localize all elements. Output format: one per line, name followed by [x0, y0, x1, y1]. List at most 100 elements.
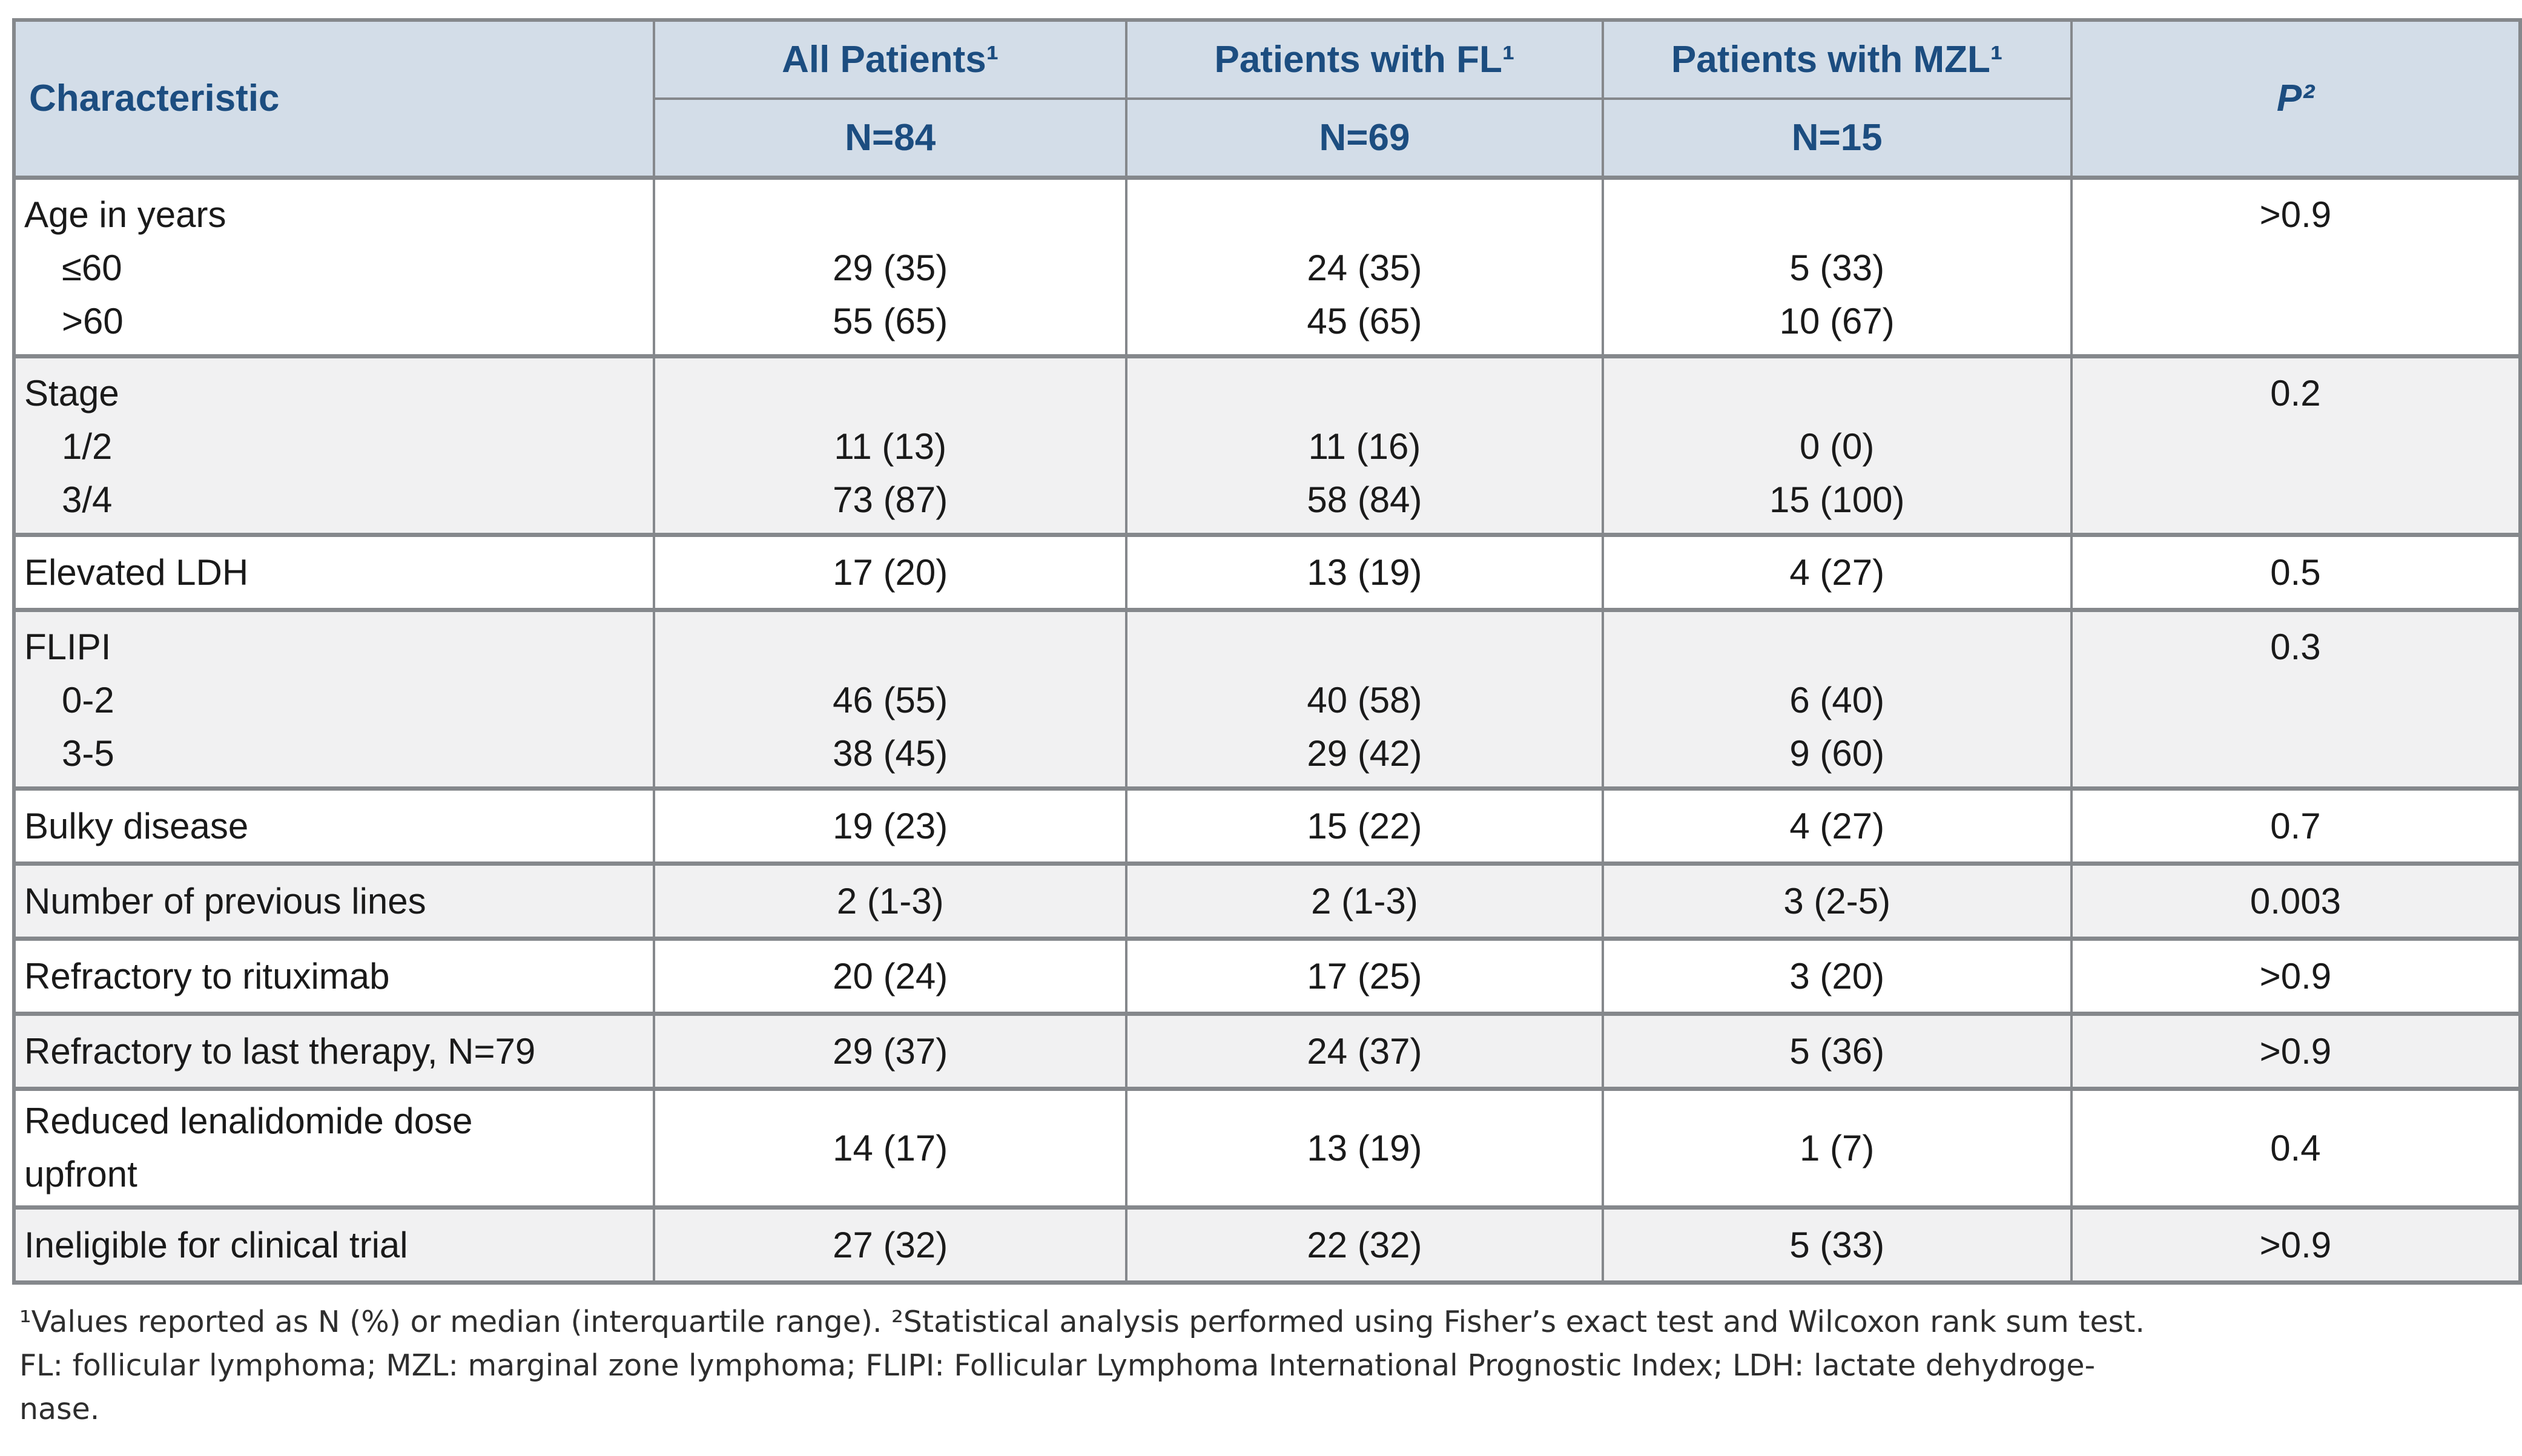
- row-label: Stage: [24, 372, 119, 413]
- table-row: Refractory to last therapy, N=79 29 (37) 2…: [12, 1013, 2522, 1089]
- value: 29 (35): [833, 247, 948, 288]
- table-row: Bulky disease 19 (23) 15 (22) 4 (27) 0.7: [12, 788, 2522, 863]
- value: 24 (35): [1307, 247, 1422, 288]
- column-header-all-patients: All Patients¹: [653, 20, 1128, 99]
- value-cell-fl: 17 (25): [1125, 938, 1604, 1013]
- row-label: FLIPI: [24, 626, 111, 667]
- value-cell-mzl: 5 (33) 10 (67): [1601, 177, 2073, 356]
- row-label-cell: FLIPI 0-2 3-5: [12, 610, 656, 788]
- row-sublabel: >60: [62, 300, 124, 341]
- p-value: 0.2: [2270, 372, 2321, 413]
- value: 0 (0): [1800, 426, 1875, 467]
- column-header-p-value: P²: [2070, 20, 2522, 177]
- p-value: 0.3: [2270, 626, 2321, 667]
- value: 15 (100): [1769, 479, 1905, 520]
- value-spacer: [1129, 188, 1600, 242]
- column-subheader-n-fl: N=69: [1125, 97, 1604, 177]
- value-cell-mzl: 4 (27): [1601, 535, 2073, 610]
- p-value-cell: 0.7: [2070, 788, 2522, 863]
- value-cell-mzl: 6 (40) 9 (60): [1601, 610, 2073, 788]
- value-cell-all: 19 (23): [653, 788, 1128, 863]
- value-spacer: [656, 188, 1124, 242]
- row-sublabel: ≤60: [62, 247, 122, 288]
- value-cell-mzl: 4 (27): [1601, 788, 2073, 863]
- p-value: >0.9: [2259, 194, 2332, 235]
- p-value-cell: >0.9: [2070, 938, 2522, 1013]
- p-value-cell: 0.3: [2070, 610, 2522, 788]
- value: 38 (45): [833, 733, 948, 774]
- table-body: Age in years ≤60 >60 29 (35) 55 (65) 24 (35…: [12, 177, 2522, 1282]
- footnote-line: nase.: [19, 1391, 100, 1426]
- value: 29 (42): [1307, 733, 1422, 774]
- column-subheader-n-all: N=84: [653, 97, 1128, 177]
- value-cell-fl: 2 (1-3): [1125, 863, 1604, 938]
- value: 40 (58): [1307, 679, 1422, 720]
- column-subheader-n-mzl: N=15: [1601, 97, 2073, 177]
- row-label-cell: Elevated LDH: [12, 535, 656, 610]
- value-cell-all: 14 (17): [653, 1089, 1128, 1207]
- table-header: Characteristic All Patients¹ Patients wi…: [12, 20, 2522, 177]
- row-label-cell: Reduced lenalidomide dose upfront: [12, 1089, 656, 1207]
- row-label-cell: Refractory to last therapy, N=79: [12, 1013, 656, 1089]
- value-cell-mzl: 5 (36): [1601, 1013, 2073, 1089]
- value-cell-all: 27 (32): [653, 1207, 1128, 1282]
- p-value-cell: 0.003: [2070, 863, 2522, 938]
- value-spacer: [1129, 621, 1600, 674]
- value-cell-mzl: 1 (7): [1601, 1089, 2073, 1207]
- p-value-cell: >0.9: [2070, 1207, 2522, 1282]
- p-value-cell: >0.9: [2070, 177, 2522, 356]
- value-cell-fl: 22 (32): [1125, 1207, 1604, 1282]
- value-cell-fl: 24 (35) 45 (65): [1125, 177, 1604, 356]
- value-spacer: [1605, 188, 2069, 242]
- value-cell-all: 29 (35) 55 (65): [653, 177, 1128, 356]
- value-cell-fl: 40 (58) 29 (42): [1125, 610, 1604, 788]
- table-row: Reduced lenalidomide dose upfront 14 (17) 1…: [12, 1089, 2522, 1207]
- value-cell-all: 17 (20): [653, 535, 1128, 610]
- table-row: FLIPI 0-2 3-5 46 (55) 38 (45) 40 (58) 29 (42…: [12, 610, 2522, 788]
- characteristics-table: Characteristic All Patients¹ Patients wi…: [12, 18, 2522, 1285]
- value-cell-all: 2 (1-3): [653, 863, 1128, 938]
- value-spacer: [1605, 621, 2069, 674]
- value: 6 (40): [1789, 679, 1885, 720]
- column-header-characteristic: Characteristic: [12, 20, 656, 177]
- value: 11 (13): [834, 426, 947, 467]
- row-label-cell: Age in years ≤60 >60: [12, 177, 656, 356]
- footnote-line: FL: follicular lymphoma; MZL: marginal z…: [19, 1348, 2096, 1383]
- value: 58 (84): [1307, 479, 1422, 520]
- p-value-cell: 0.5: [2070, 535, 2522, 610]
- row-sublabel: 0-2: [62, 679, 114, 720]
- footnote-line: ¹Values reported as N (%) or median (int…: [19, 1304, 2145, 1339]
- table-row: Age in years ≤60 >60 29 (35) 55 (65) 24 (35…: [12, 177, 2522, 356]
- value: 55 (65): [833, 300, 948, 341]
- column-header-patients-mzl: Patients with MZL¹: [1601, 20, 2073, 99]
- value-spacer: [1129, 367, 1600, 420]
- table-row: Ineligible for clinical trial 27 (32) 22 (…: [12, 1207, 2522, 1282]
- column-header-patients-fl: Patients with FL¹: [1125, 20, 1604, 99]
- row-label: Age in years: [24, 194, 226, 235]
- row-sublabel: 3-5: [62, 733, 114, 774]
- value-spacer: [656, 367, 1124, 420]
- value-cell-all: 46 (55) 38 (45): [653, 610, 1128, 788]
- value-cell-fl: 13 (19): [1125, 535, 1604, 610]
- row-label-cell: Stage 1/2 3/4: [12, 356, 656, 535]
- p-value-cell: 0.4: [2070, 1089, 2522, 1207]
- row-label-cell: Ineligible for clinical trial: [12, 1207, 656, 1282]
- table-row: Elevated LDH 17 (20) 13 (19) 4 (27) 0.5: [12, 535, 2522, 610]
- row-label: upfront: [24, 1154, 137, 1194]
- value-cell-mzl: 0 (0) 15 (100): [1601, 356, 2073, 535]
- row-label-cell: Number of previous lines: [12, 863, 656, 938]
- value-cell-mzl: 3 (20): [1601, 938, 2073, 1013]
- value-cell-fl: 15 (22): [1125, 788, 1604, 863]
- value: 10 (67): [1779, 300, 1895, 341]
- value: 45 (65): [1307, 300, 1422, 341]
- row-sublabel: 3/4: [62, 479, 113, 520]
- value-cell-fl: 11 (16) 58 (84): [1125, 356, 1604, 535]
- value-cell-mzl: 3 (2-5): [1601, 863, 2073, 938]
- footnote: ¹Values reported as N (%) or median (int…: [19, 1300, 2522, 1431]
- value: 73 (87): [833, 479, 948, 520]
- row-label-cell: Refractory to rituximab: [12, 938, 656, 1013]
- table-row: Number of previous lines 2 (1-3) 2 (1-3) 3 …: [12, 863, 2522, 938]
- p-value-cell: 0.2: [2070, 356, 2522, 535]
- table-row: Stage 1/2 3/4 11 (13) 73 (87) 11 (16) 58 (84…: [12, 356, 2522, 535]
